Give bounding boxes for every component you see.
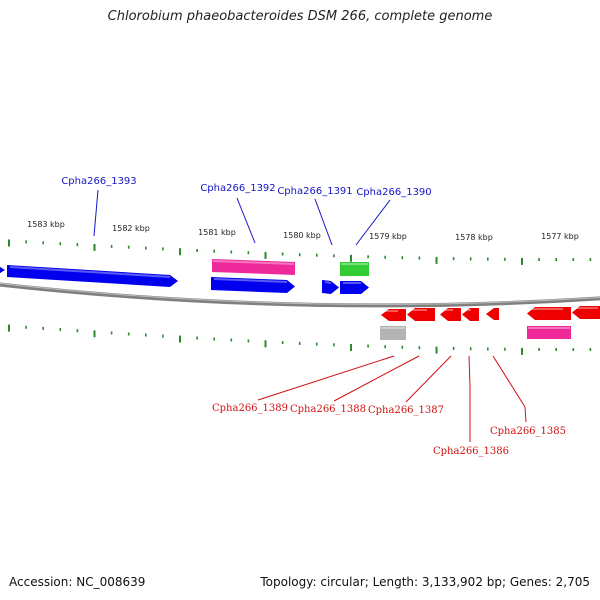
scale-label: 1577 kbp — [541, 232, 579, 241]
gene-arrow-forward — [0, 266, 5, 274]
gene-labels-forward: Cpha266_1393 Cpha266_1392 Cpha266_1391 C… — [61, 176, 431, 198]
gene-label[interactable]: Cpha266_1386 — [433, 446, 509, 457]
gene-arrow-forward — [322, 280, 339, 294]
gene-arrow-forward-body — [7, 265, 178, 287]
gene-arrow-reverse — [462, 308, 479, 321]
topology-text: Topology: circular; Length: 3,133,902 bp… — [260, 575, 590, 589]
gene-label[interactable]: Cpha266_1390 — [356, 187, 431, 198]
leader-line — [492, 355, 527, 423]
gene-arrow-reverse — [527, 307, 571, 320]
leader-line — [405, 355, 452, 403]
scale-label: 1582 kbp — [112, 224, 150, 233]
gene-arrow-forward — [211, 277, 295, 293]
accession-text: Accession: NC_008639 — [9, 575, 146, 589]
scale-ticks-top — [8, 239, 592, 265]
gene-arrow-forward — [340, 281, 369, 294]
leader-line — [468, 355, 471, 442]
gene-arrow-reverse-body — [440, 308, 461, 321]
gene-label[interactable]: Cpha266_1389 — [212, 403, 288, 414]
gene-arrow-reverse — [407, 308, 435, 321]
gene-label[interactable]: Cpha266_1392 — [200, 183, 275, 194]
gene-arrow-forward-shine — [213, 278, 288, 283]
gene-label[interactable]: Cpha266_1388 — [290, 404, 366, 415]
gene-arrow-forward-body — [340, 281, 369, 294]
gene-arrow-forward-body — [322, 280, 339, 294]
scale-ticks-bottom — [8, 324, 592, 355]
gene-arrow-reverse-body — [462, 308, 479, 321]
pseudogene-box-body — [212, 259, 295, 275]
gene-label[interactable]: Cpha266_1385 — [490, 426, 566, 437]
gene-arrow-forward — [7, 265, 178, 287]
gene-arrow-reverse — [440, 308, 461, 321]
pseudogene-box-body — [527, 326, 571, 339]
gene-label[interactable]: Cpha266_1387 — [368, 405, 444, 416]
gene-arrow-forward-body — [211, 277, 295, 293]
other-feature-box-body — [380, 326, 406, 340]
scale-label: 1579 kbp — [369, 232, 407, 241]
leader-line — [236, 197, 256, 244]
gene-arrow-reverse — [572, 306, 600, 319]
genome-backbone-highlight — [0, 283, 600, 305]
gene-label[interactable]: Cpha266_1393 — [61, 176, 136, 187]
gene-arrow-reverse — [486, 308, 499, 320]
gene-label[interactable]: Cpha266_1391 — [277, 186, 352, 197]
gene-arrow-forward-body — [0, 266, 5, 274]
rna-gene-box — [340, 262, 369, 276]
leader-line — [333, 355, 420, 402]
gene-arrow-reverse-body — [572, 306, 600, 319]
pseudogene-box — [212, 259, 295, 275]
other-feature-box — [380, 326, 406, 340]
gene-arrow-reverse — [381, 309, 406, 321]
gene-arrow-reverse-body — [486, 308, 499, 320]
genome-backbone — [0, 282, 600, 308]
gene-features — [0, 259, 600, 340]
gene-labels-reverse: Cpha266_1389 Cpha266_1388 Cpha266_1387 C… — [212, 403, 566, 457]
leader-lines — [93, 189, 527, 442]
gene-arrow-forward-shine — [9, 266, 171, 278]
leader-line — [93, 189, 99, 237]
gene-arrow-reverse-body — [527, 307, 571, 320]
gene-arrow-forward-shine — [324, 281, 332, 284]
genome-title: Chlorobium phaeobacteroides DSM 266, com… — [107, 9, 493, 24]
leader-line — [355, 199, 391, 246]
pseudogene-box — [527, 326, 571, 339]
scale-label: 1581 kbp — [198, 228, 236, 237]
scale-label: 1578 kbp — [455, 233, 493, 242]
pseudogene-box-shine — [212, 260, 295, 265]
leader-line — [314, 198, 333, 246]
leader-line — [257, 355, 395, 401]
rna-gene-box-body — [340, 262, 369, 276]
scale-label: 1580 kbp — [283, 231, 321, 240]
gene-arrow-reverse-body — [381, 309, 406, 321]
scale-labels: 1583 kbp 1582 kbp 1581 kbp 1580 kbp 1579… — [27, 220, 579, 242]
scale-label: 1583 kbp — [27, 220, 65, 229]
gene-arrow-reverse-body — [407, 308, 435, 321]
